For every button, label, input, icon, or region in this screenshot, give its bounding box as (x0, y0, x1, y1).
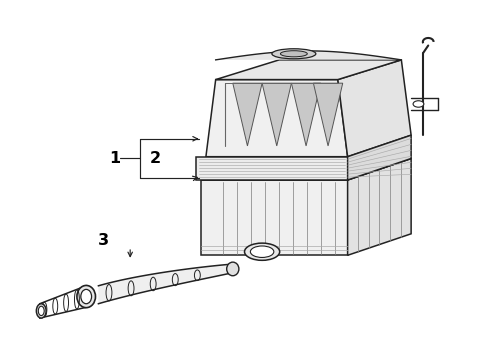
Polygon shape (98, 264, 230, 304)
Polygon shape (201, 180, 347, 255)
Polygon shape (233, 83, 262, 146)
Ellipse shape (245, 243, 280, 260)
Polygon shape (196, 157, 347, 180)
Polygon shape (201, 158, 411, 180)
Text: 3: 3 (98, 234, 109, 248)
Ellipse shape (77, 285, 96, 308)
Ellipse shape (413, 101, 424, 107)
Polygon shape (206, 80, 347, 157)
Ellipse shape (227, 262, 239, 276)
Polygon shape (292, 83, 321, 146)
Ellipse shape (38, 306, 44, 316)
Text: 1: 1 (109, 151, 121, 166)
Ellipse shape (36, 304, 46, 318)
Ellipse shape (250, 246, 274, 257)
Polygon shape (314, 83, 343, 146)
Polygon shape (347, 135, 411, 180)
Ellipse shape (280, 51, 307, 57)
Text: 2: 2 (150, 151, 161, 166)
Ellipse shape (81, 289, 92, 304)
Polygon shape (347, 158, 411, 255)
Polygon shape (216, 60, 401, 80)
Polygon shape (262, 83, 292, 146)
Polygon shape (338, 60, 411, 157)
Ellipse shape (272, 49, 316, 59)
